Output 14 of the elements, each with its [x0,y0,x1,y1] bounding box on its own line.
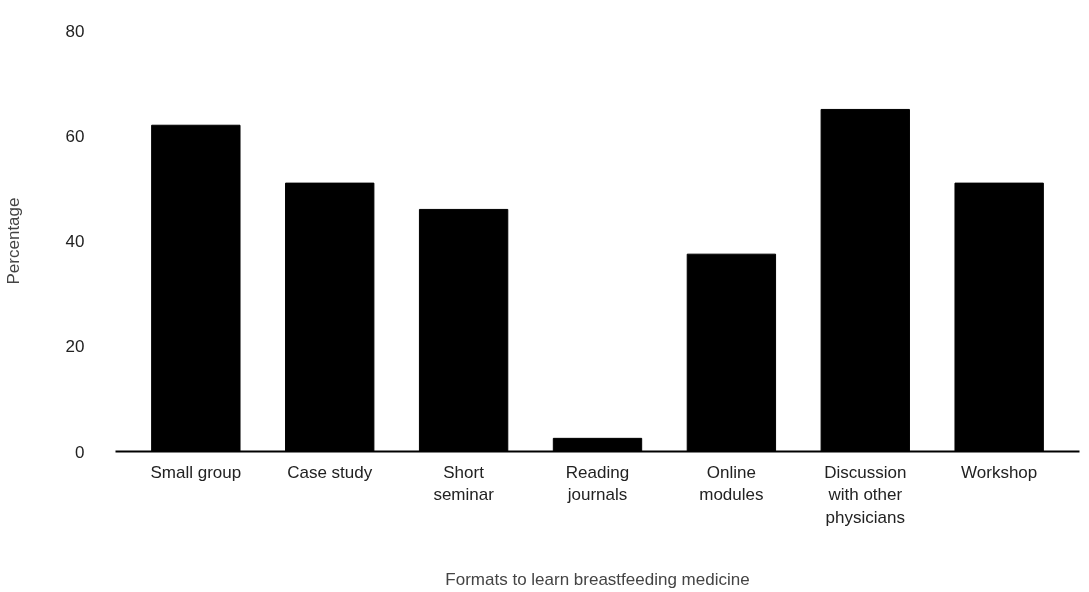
x-tick-label: Workshop [961,462,1038,482]
x-tick-label: Discussion with other physicians [824,462,907,528]
y-tick-label: 60 [65,126,85,146]
x-tick-label: Online modules [699,462,764,505]
y-tick-label: 0 [75,442,85,462]
x-axis-title: Formats to learn breastfeeding medicine [445,570,750,590]
y-tick-label: 20 [65,337,85,357]
y-axis-title: Percentage [3,197,23,285]
y-tick-label: 40 [65,232,85,251]
x-tick-label: Reading journals [565,462,630,505]
x-tick-label: Small group [150,462,242,482]
x-tick-label: Short seminar [433,462,495,505]
x-tick-label: Case study [287,462,373,482]
y-tick-label: 80 [65,21,85,41]
